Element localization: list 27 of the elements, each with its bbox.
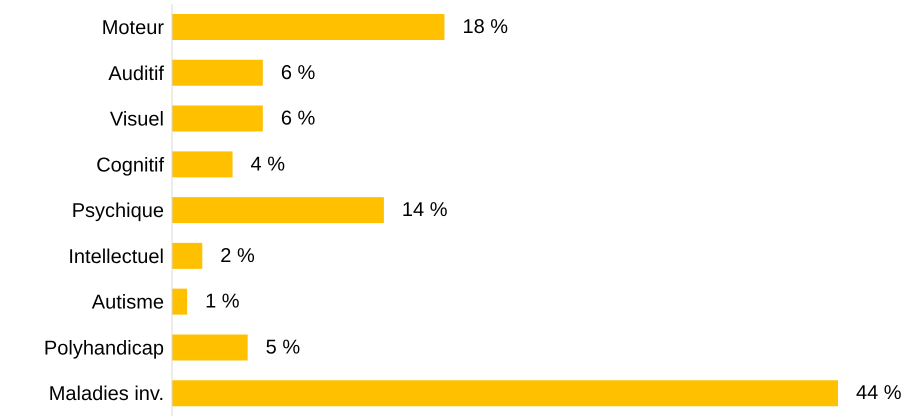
bar <box>172 242 202 269</box>
bar <box>172 14 444 40</box>
bar <box>172 151 233 178</box>
data-label: 44 % <box>856 382 902 404</box>
data-label: 6 % <box>280 62 316 84</box>
y-tick-label: Visuel <box>110 108 164 131</box>
data-label: 5 % <box>266 336 300 358</box>
y-tick-label: Psychique <box>72 200 164 222</box>
y-tick-label: Polyhandicap <box>44 337 164 360</box>
bar <box>172 106 263 132</box>
bar <box>172 380 838 406</box>
bar <box>172 197 384 224</box>
data-label: 18 % <box>462 16 508 38</box>
data-label: 6 % <box>280 108 316 130</box>
bar <box>172 334 248 360</box>
bar <box>172 60 263 86</box>
y-tick-label: Auditif <box>108 62 164 85</box>
y-tick-label: Cognitif <box>96 154 164 176</box>
y-tick-label: Maladies inv. <box>48 383 164 406</box>
bar <box>172 288 188 315</box>
y-tick-label: Moteur <box>102 16 164 39</box>
y-tick-label: Autisme <box>92 292 164 314</box>
data-label: 1 % <box>205 290 240 313</box>
data-label: 14 % <box>402 199 448 222</box>
data-label: 2 % <box>220 244 255 267</box>
data-label: 4 % <box>250 153 286 176</box>
y-tick-label: Intellectuel <box>68 246 164 268</box>
